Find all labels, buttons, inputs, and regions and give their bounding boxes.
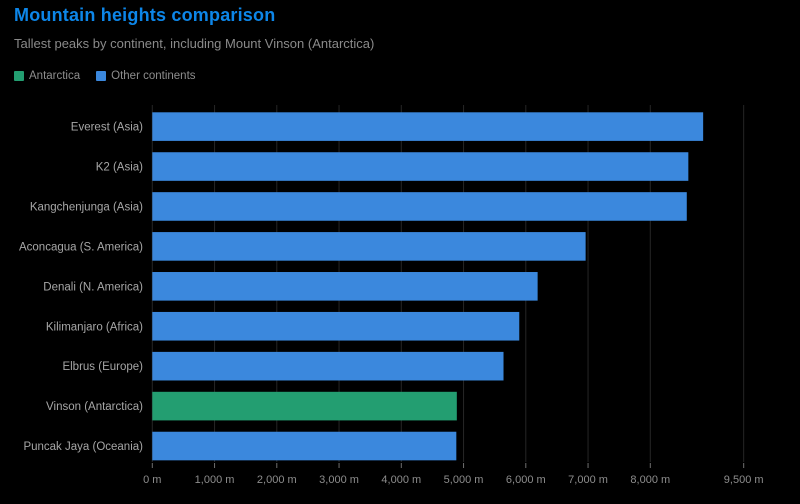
bar-aconcagua-s-america[interactable]: [152, 232, 586, 261]
bar-kangchenjunga-asia[interactable]: [152, 192, 687, 221]
category-label-puncak-jaya-oceania: Puncak Jaya (Oceania): [23, 441, 143, 453]
chart-title: Mountain heights comparison: [14, 5, 276, 25]
x-tick-label-3000: 3,000 m: [319, 474, 359, 486]
bar-k2-asia[interactable]: [152, 152, 689, 181]
legend-label-antarctica: Antarctica: [29, 70, 81, 82]
category-label-kilimanjaro-africa: Kilimanjaro (Africa): [46, 321, 143, 333]
x-tick-label-2000: 2,000 m: [257, 474, 297, 486]
bar-kilimanjaro-africa[interactable]: [152, 311, 520, 341]
x-tick-label-7000: 7,000 m: [568, 474, 608, 486]
x-tick-label-1000: 1,000 m: [195, 474, 235, 486]
x-tick-label-4000: 4,000 m: [381, 474, 421, 486]
chart-subtitle: Tallest peaks by continent, including Mo…: [14, 36, 375, 51]
x-tick-label-8000: 8,000 m: [630, 474, 670, 486]
category-label-vinson-antarctica: Vinson (Antarctica): [46, 401, 143, 413]
x-tick-label-0: 0 m: [143, 474, 161, 486]
legend-swatch-antarctica: [14, 71, 24, 81]
legend-item-antarctica[interactable]: Antarctica: [14, 70, 80, 82]
x-tick-label-6000: 6,000 m: [506, 474, 546, 486]
bar-vinson-antarctica[interactable]: [152, 391, 457, 421]
category-label-kangchenjunga-asia: Kangchenjunga (Asia): [30, 201, 143, 213]
legend-swatch-other-continents: [96, 71, 107, 81]
category-labels: Everest (Asia) K2 (Asia) Kangchenjunga (As…: [19, 122, 143, 453]
legend-label-other-continents: Other continents: [111, 70, 196, 82]
category-label-k2-asia: K2 (Asia): [96, 162, 143, 174]
bar-everest-asia[interactable]: [152, 112, 704, 141]
category-label-aconcagua-s-america: Aconcagua (S. America): [19, 241, 143, 253]
x-tick-label-9500: 9,500 m: [724, 474, 764, 486]
category-label-everest-asia: Everest (Asia): [71, 122, 143, 134]
x-axis-ticks: 0 m 1,000 m 2,000 m 3,000 m 4,000 m 5,000 m 6,…: [143, 463, 764, 486]
legend-item-other-continents[interactable]: Other continents: [96, 70, 196, 82]
bar-puncak-jaya-oceania[interactable]: [152, 431, 457, 461]
category-label-denali-n-america: Denali (N. America): [43, 281, 143, 293]
bar-denali-n-america[interactable]: [152, 272, 538, 301]
category-label-elbrus-europe: Elbrus (Europe): [62, 361, 143, 373]
x-tick-label-5000: 5,000 m: [444, 474, 484, 486]
bar-elbrus-europe[interactable]: [152, 351, 504, 381]
bars: [152, 112, 704, 461]
legend: Antarctica Other continents: [14, 70, 196, 82]
